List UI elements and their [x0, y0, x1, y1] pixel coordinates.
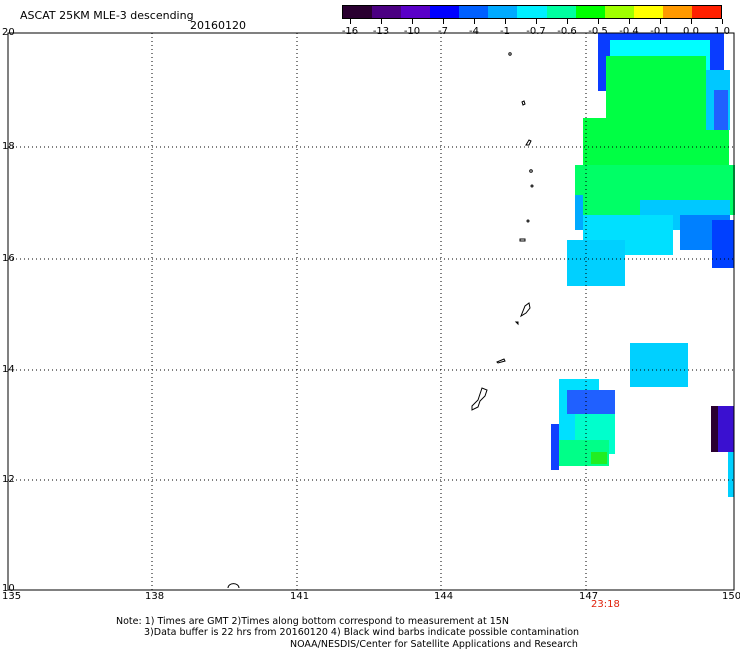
colorbar-tick: [381, 19, 382, 24]
swath-cell: [714, 90, 728, 130]
colorbar: [342, 5, 722, 19]
island: [514, 321, 519, 326]
colorbar-tick: [567, 19, 568, 24]
lon-label: 150: [722, 591, 740, 602]
colorbar-label: -0.6: [557, 26, 577, 37]
colorbar-segment: [517, 6, 547, 18]
island: [496, 358, 506, 364]
colorbar-label: -0.1: [650, 26, 670, 37]
colorbar-label: 0.0: [683, 26, 699, 37]
island: [227, 583, 240, 589]
map-date: 20160120: [190, 19, 246, 32]
scatterometer-swath: [551, 33, 735, 497]
colorbar-segment: [546, 6, 576, 18]
swath-cell: [718, 406, 734, 452]
colorbar-segment: [604, 6, 634, 18]
swath-cell: [728, 452, 734, 497]
lon-label: 138: [145, 591, 165, 602]
swath-cell: [575, 195, 583, 230]
island: [519, 302, 531, 318]
island: [525, 139, 532, 146]
swath-cell: [630, 343, 688, 387]
colorbar-label: -10: [403, 26, 421, 37]
lat-label: 12: [2, 474, 15, 485]
colorbar-tick: [691, 19, 692, 24]
island: [519, 238, 526, 242]
lat-label: 20: [2, 27, 15, 38]
colorbar-label: -0.7: [526, 26, 546, 37]
colorbar-tick: [629, 19, 630, 24]
island: [471, 387, 488, 411]
colorbar-label: 1.0: [714, 26, 730, 37]
note-line-2: 3)Data buffer is 22 hrs from 20160120 4)…: [144, 627, 580, 638]
lon-label: 135: [2, 591, 22, 602]
colorbar-segment: [372, 6, 402, 18]
colorbar-tick: [505, 19, 506, 24]
colorbar-tick: [350, 19, 351, 24]
note-line-1: Note: 1) Times are GMT 2)Times along bot…: [116, 616, 509, 627]
island: [529, 169, 533, 173]
colorbar-segment: [633, 6, 663, 18]
graticule: [8, 33, 734, 590]
colorbar-tick: [598, 19, 599, 24]
lon-label: 144: [434, 591, 454, 602]
colorbar-segment: [575, 6, 605, 18]
colorbar-tick: [722, 19, 723, 24]
lon-label: 141: [290, 591, 310, 602]
island: [530, 184, 534, 188]
lon-label: 147: [579, 591, 599, 602]
colorbar-label: -13: [372, 26, 390, 37]
colorbar-segment: [488, 6, 518, 18]
colorbar-label: -0.5: [588, 26, 608, 37]
pass-time-label: 23:18: [591, 599, 620, 610]
colorbar-segment: [343, 6, 373, 18]
credit-line: NOAA/NESDIS/Center for Satellite Applica…: [290, 639, 578, 650]
map-frame: [7, 32, 735, 591]
colorbar-segment: [401, 6, 431, 18]
island: [521, 100, 526, 106]
colorbar-label: -1: [500, 26, 510, 37]
colorbar-label: -0.4: [619, 26, 639, 37]
swath-cell: [551, 424, 559, 470]
colorbar-label: -7: [438, 26, 448, 37]
lat-label: 18: [2, 141, 15, 152]
swath-cell: [591, 452, 607, 464]
colorbar-segment: [691, 6, 722, 18]
swath-cell: [567, 240, 625, 286]
lat-label: 16: [2, 253, 15, 264]
colorbar-label: -4: [469, 26, 479, 37]
lat-label: 10: [2, 583, 15, 594]
colorbar-tick: [443, 19, 444, 24]
lat-label: 14: [2, 364, 15, 375]
colorbar-tick: [412, 19, 413, 24]
colorbar-segment: [662, 6, 692, 18]
island: [526, 219, 530, 223]
colorbar-segment: [459, 6, 489, 18]
map-title: ASCAT 25KM MLE-3 descending: [20, 9, 194, 22]
swath-cell: [712, 220, 734, 268]
colorbar-tick: [474, 19, 475, 24]
islands: [227, 52, 534, 589]
swath-cell: [567, 390, 615, 414]
swath-cell: [583, 118, 729, 168]
colorbar-label: -16: [341, 26, 359, 37]
island: [508, 52, 512, 56]
colorbar-tick: [536, 19, 537, 24]
colorbar-tick: [660, 19, 661, 24]
colorbar-segment: [430, 6, 460, 18]
